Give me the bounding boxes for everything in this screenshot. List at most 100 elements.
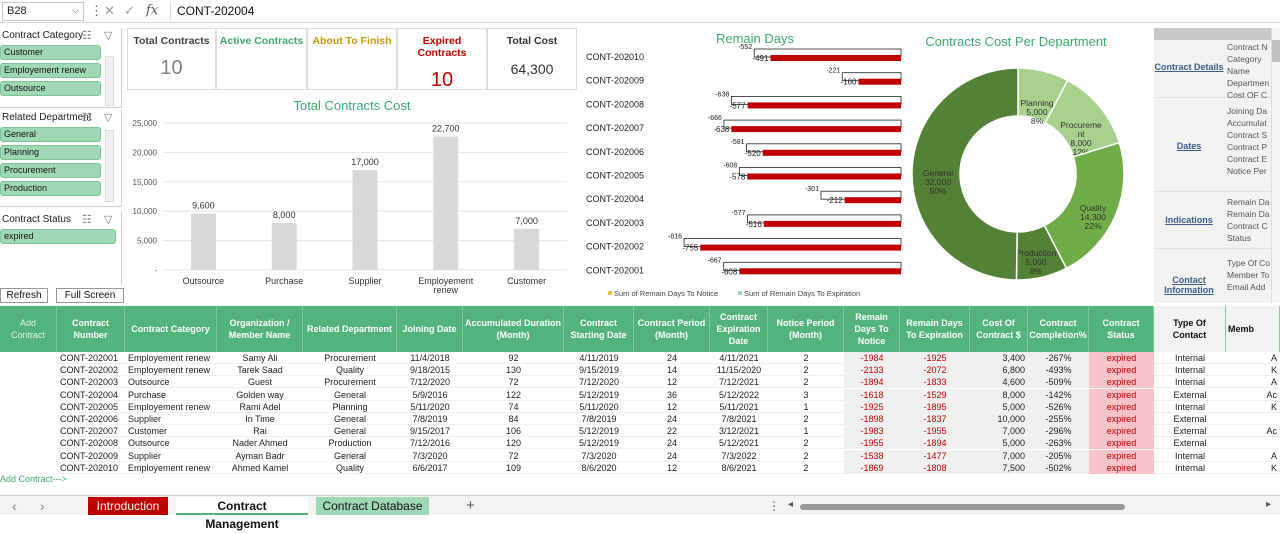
table-cell[interactable]: K [1270, 401, 1277, 412]
slicer-item-planning[interactable]: Planning [0, 145, 101, 160]
table-cell[interactable]: 7,000 [970, 425, 1028, 438]
table-cell[interactable]: 14 [666, 365, 677, 376]
table-cell[interactable]: -1529 [900, 388, 970, 401]
table-cell[interactable]: CONT-202003 [60, 377, 119, 388]
table-cell[interactable]: 6,800 [970, 364, 1028, 377]
scroll-right-icon[interactable]: ▸ [1266, 499, 1272, 510]
table-cell[interactable]: 84 [508, 414, 519, 424]
table-cell[interactable]: 92 [508, 353, 519, 363]
table-cell[interactable]: expired [1089, 449, 1154, 462]
table-row[interactable] [57, 352, 1280, 364]
prev-sheet-icon[interactable]: ‹ [12, 498, 17, 514]
table-cell[interactable]: 5/11/2020 [579, 401, 619, 412]
table-cell[interactable]: CONT-202004 [60, 389, 119, 400]
table-cell[interactable]: Golden way [236, 389, 284, 400]
table-cell[interactable]: External [1173, 426, 1207, 437]
table-cell[interactable]: CONT-202008 [60, 438, 119, 449]
table-cell[interactable]: CONT-202009 [60, 450, 119, 461]
table-cell[interactable]: 22 [666, 426, 677, 437]
horizontal-scrollbar[interactable] [800, 504, 1125, 510]
table-cell[interactable]: CONT-202002 [60, 365, 119, 376]
table-cell[interactable]: 6/6/2017 [412, 462, 448, 473]
table-cell[interactable]: External [1173, 414, 1207, 424]
table-cell[interactable]: 4,600 [970, 376, 1028, 389]
table-cell[interactable]: 5/12/2019 [578, 426, 620, 437]
table-cell[interactable]: 7/3/2020 [412, 450, 448, 461]
detail-group-link[interactable]: Contract Details [1154, 62, 1224, 72]
clear-filter-icon[interactable]: ▽ [104, 30, 113, 42]
table-cell[interactable]: Outsource [128, 438, 170, 449]
column-header[interactable]: Cost Of Contract $ [970, 306, 1028, 352]
table-cell[interactable]: External [1173, 389, 1207, 400]
table-row[interactable] [57, 462, 1280, 474]
column-header[interactable]: Notice Period (Month) [768, 306, 844, 352]
table-cell[interactable]: 7/3/2022 [721, 450, 757, 461]
table-cell[interactable]: 120 [505, 438, 522, 449]
name-box[interactable]: B28 ⌵ [2, 2, 84, 21]
table-cell[interactable]: 2 [803, 365, 809, 376]
clear-filter-icon[interactable]: ▽ [104, 214, 113, 226]
table-row[interactable] [57, 450, 1280, 462]
multi-select-icon[interactable]: ☷ [82, 30, 92, 42]
table-cell[interactable]: -502% [1028, 461, 1089, 474]
table-cell[interactable]: Internal [1174, 450, 1206, 461]
more-options-icon[interactable]: ⋮ [768, 499, 780, 513]
table-row[interactable] [57, 389, 1280, 401]
table-cell[interactable]: Procurement [324, 377, 376, 388]
formula-input[interactable]: CONT-202004 [170, 2, 1276, 21]
slicer-item-expired[interactable]: expired [0, 229, 116, 244]
table-cell[interactable]: 7/12/2016 [409, 438, 451, 449]
table-cell[interactable]: expired [1089, 437, 1154, 450]
table-cell[interactable]: General [333, 414, 367, 424]
table-cell[interactable]: 72 [508, 377, 519, 388]
table-cell[interactable]: -1894 [844, 376, 900, 389]
table-cell[interactable]: Ac [1266, 426, 1277, 437]
table-cell[interactable]: expired [1089, 388, 1154, 401]
table-cell[interactable]: 5/12/2019 [578, 438, 620, 449]
table-cell[interactable]: 122 [505, 389, 522, 400]
table-cell[interactable]: 12 [666, 401, 677, 412]
table-cell[interactable]: A [1270, 377, 1277, 388]
table-cell[interactable]: 9/18/2015 [409, 365, 451, 376]
table-cell[interactable]: CONT-202005 [60, 401, 119, 412]
table-cell[interactable]: Supplier [128, 450, 162, 461]
table-cell[interactable]: -263% [1028, 437, 1089, 450]
tab-introduction[interactable]: Introduction [88, 497, 168, 515]
table-cell[interactable]: 8/6/2020 [581, 462, 617, 473]
table-cell[interactable]: 7/8/2019 [412, 414, 448, 424]
cancel-icon[interactable]: ✕ [104, 3, 115, 18]
column-header[interactable]: Contract Starting Date [564, 306, 634, 352]
table-cell[interactable]: -1955 [900, 425, 970, 438]
table-cell[interactable]: 109 [505, 462, 522, 473]
table-cell[interactable]: expired [1089, 461, 1154, 474]
table-cell[interactable]: expired [1089, 352, 1154, 364]
detail-group-link[interactable]: Dates [1176, 141, 1202, 151]
table-cell[interactable]: 5/11/2020 [410, 401, 450, 412]
table-cell[interactable]: 5,000 [970, 400, 1028, 413]
table-cell[interactable]: 2 [803, 377, 809, 388]
table-cell[interactable]: -1925 [900, 352, 970, 364]
table-cell[interactable]: expired [1089, 364, 1154, 377]
table-row[interactable] [57, 413, 1280, 425]
table-cell[interactable] [1226, 437, 1280, 449]
table-cell[interactable]: -1833 [900, 376, 970, 389]
table-cell[interactable]: 7,000 [970, 449, 1028, 462]
table-cell[interactable]: expired [1089, 425, 1154, 438]
table-cell[interactable]: Planning [332, 401, 368, 412]
table-cell[interactable]: Employement renew [128, 353, 211, 363]
column-header[interactable]: Contract Category [125, 306, 217, 352]
table-cell[interactable]: 5/9/2016 [412, 389, 448, 400]
table-cell[interactable]: Internal [1174, 462, 1206, 473]
table-cell[interactable]: Internal [1174, 401, 1206, 412]
column-header[interactable]: Contract Completion% [1028, 306, 1089, 352]
table-cell[interactable]: -255% [1028, 413, 1089, 425]
table-cell[interactable]: -1618 [844, 388, 900, 401]
table-cell[interactable]: -1808 [900, 461, 970, 474]
table-cell[interactable]: -1983 [844, 425, 900, 438]
full-screen-button[interactable]: Full Screen [56, 288, 124, 303]
table-cell[interactable]: 130 [505, 365, 522, 376]
table-cell[interactable]: CONT-202001 [60, 353, 119, 363]
multi-select-icon[interactable]: ☷ [82, 112, 92, 124]
table-row[interactable] [57, 425, 1280, 438]
next-sheet-icon[interactable]: › [40, 498, 45, 514]
